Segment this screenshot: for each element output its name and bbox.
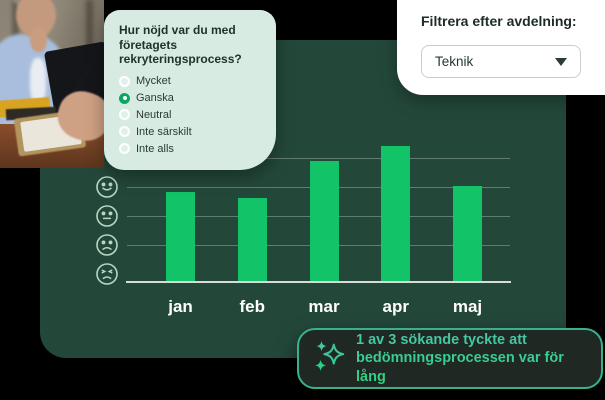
radio-option-neutral[interactable]: Neutral — [119, 107, 268, 124]
radio-option-label: Mycket — [136, 75, 171, 88]
survey-question: Hur nöjd var du med företagets rekryteri… — [119, 23, 242, 67]
filter-label: Filtrera efter avdelning: — [421, 13, 577, 29]
radio-option-inte-s-rskilt[interactable]: Inte särskilt — [119, 123, 268, 140]
sad-face-icon — [95, 233, 119, 257]
radio-option-inte-alls[interactable]: Inte alls — [119, 140, 268, 157]
radio-unselected-icon — [119, 126, 130, 138]
insight-text: 1 av 3 sökande tyckte att bedömningsproc… — [356, 331, 589, 387]
x-axis-line — [126, 281, 511, 283]
x-tick-label-mar: mar — [308, 297, 340, 316]
x-tick-label-jan: jan — [168, 297, 193, 316]
photo-person-shirt — [30, 58, 46, 104]
radio-option-label: Neutral — [136, 108, 172, 121]
radio-option-mycket[interactable]: Mycket — [119, 73, 268, 90]
x-tick-label-maj: maj — [452, 297, 483, 316]
chart-bar-maj — [453, 186, 482, 282]
chart-bar-apr — [381, 146, 411, 282]
interview-photo — [0, 0, 104, 168]
happy-face-icon — [95, 175, 119, 199]
x-tick-label-apr: apr — [382, 297, 409, 316]
upset-face-icon — [95, 262, 119, 286]
dropdown-selected-value: Teknik — [435, 54, 474, 69]
radio-unselected-icon — [119, 75, 130, 87]
radio-option-ganska[interactable]: Ganska — [119, 90, 268, 107]
photo-person-hand — [30, 26, 47, 52]
survey-card: Hur nöjd var du med företagets rekryteri… — [104, 10, 276, 170]
x-tick-label-feb: feb — [239, 297, 266, 316]
neutral-face-icon — [95, 204, 119, 228]
chart-bar-jan — [166, 192, 195, 282]
chart-gridline — [127, 158, 510, 159]
chart-bar-feb — [237, 198, 267, 282]
radio-option-label: Inte särskilt — [136, 125, 192, 138]
chevron-down-icon — [555, 57, 567, 66]
filter-card: Filtrera efter avdelning: Teknik — [397, 0, 605, 95]
department-dropdown[interactable]: Teknik — [421, 45, 581, 78]
radio-unselected-icon — [119, 143, 130, 155]
radio-selected-icon — [119, 92, 130, 104]
insight-badge: 1 av 3 sökande tyckte att bedömningsproc… — [297, 328, 603, 389]
radio-unselected-icon — [119, 109, 130, 121]
radio-option-label: Inte alls — [136, 142, 174, 155]
chart-bar-mar — [309, 161, 339, 282]
sparkles-icon — [314, 339, 346, 378]
survey-options: Mycket Ganska Neutral Inte särskilt Inte all… — [119, 73, 268, 157]
radio-option-label: Ganska — [136, 92, 174, 105]
